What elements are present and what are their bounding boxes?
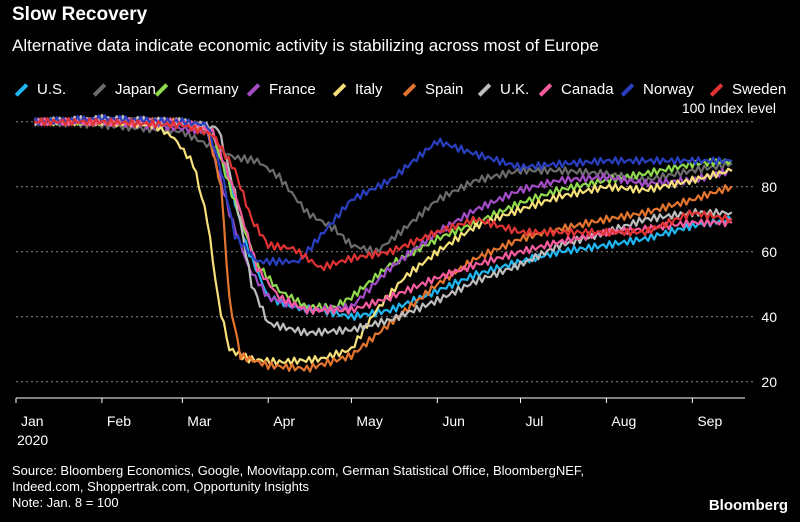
legend-item-spain: Spain — [402, 81, 463, 98]
legend-label: U.K. — [500, 81, 530, 98]
source-line-1: Source: Bloomberg Economics, Google, Moo… — [12, 463, 585, 478]
x-tick-label: Feb — [107, 413, 131, 429]
series-line-spain — [34, 117, 733, 373]
x-tick-label: Jan — [21, 413, 44, 429]
x-tick-label: Jul — [525, 413, 543, 429]
series-line-us — [34, 117, 733, 321]
legend-label: Sweden — [732, 81, 787, 98]
source-line-2: Indeed.com, Shoppertrak.com, Opportunity… — [12, 479, 309, 494]
legend-label: Norway — [643, 81, 694, 98]
legend-item-france: France — [246, 81, 316, 98]
x-tick-label: Aug — [611, 413, 636, 429]
legend-item-uk: U.K. — [477, 81, 529, 98]
legend-item-italy: Italy — [332, 81, 383, 98]
x-tick-label: Jun — [442, 413, 465, 429]
legend-label: U.S. — [37, 81, 67, 98]
y-tick-label: 40 — [761, 309, 777, 325]
y-tick-label: 80 — [761, 179, 777, 195]
line-chart: 20 40 60 80 100 Index level Jan Feb Mar Apr May Ju… — [15, 100, 777, 448]
x-tick-label: Mar — [187, 413, 211, 429]
footer: Source: Bloomberg Economics, Google, Moo… — [12, 463, 712, 511]
series-line-japan — [34, 117, 733, 256]
x-axis-year-label: 2020 — [17, 432, 48, 448]
axes: 20 40 60 80 100 Index level Jan Feb Mar Apr May Ju… — [15, 100, 777, 448]
legend-label: France — [269, 81, 316, 98]
x-tick-label: Sep — [697, 413, 722, 429]
y-axis-unit-label: 100 Index level — [682, 100, 776, 116]
chart-subtitle: Alternative data indicate economic activ… — [12, 36, 599, 55]
note: Note: Jan. 8 = 100 — [12, 495, 119, 510]
y-tick-label: 20 — [761, 374, 777, 390]
legend-label: Canada — [561, 81, 614, 98]
legend-item-germany: Germany — [154, 81, 239, 98]
legend-item-sweden: Sweden — [709, 81, 786, 98]
legend-item-canada: Canada — [538, 81, 614, 98]
bloomberg-logo: Bloomberg — [708, 497, 788, 514]
legend-label: Germany — [177, 81, 239, 98]
y-tick-label: 60 — [761, 244, 777, 260]
x-tick-label: May — [356, 413, 382, 429]
legend-item-japan: Japan — [92, 81, 156, 98]
series-line-sweden — [34, 117, 733, 272]
legend-label: Spain — [425, 81, 464, 98]
chart-title: Slow Recovery — [12, 4, 148, 25]
legend-item-norway: Norway — [620, 81, 694, 98]
legend-item-us: U.S. — [14, 81, 66, 98]
series-lines — [34, 113, 733, 373]
legend-label: Italy — [355, 81, 383, 98]
x-tick-label: Apr — [273, 413, 295, 429]
legend-label: Japan — [115, 81, 156, 98]
